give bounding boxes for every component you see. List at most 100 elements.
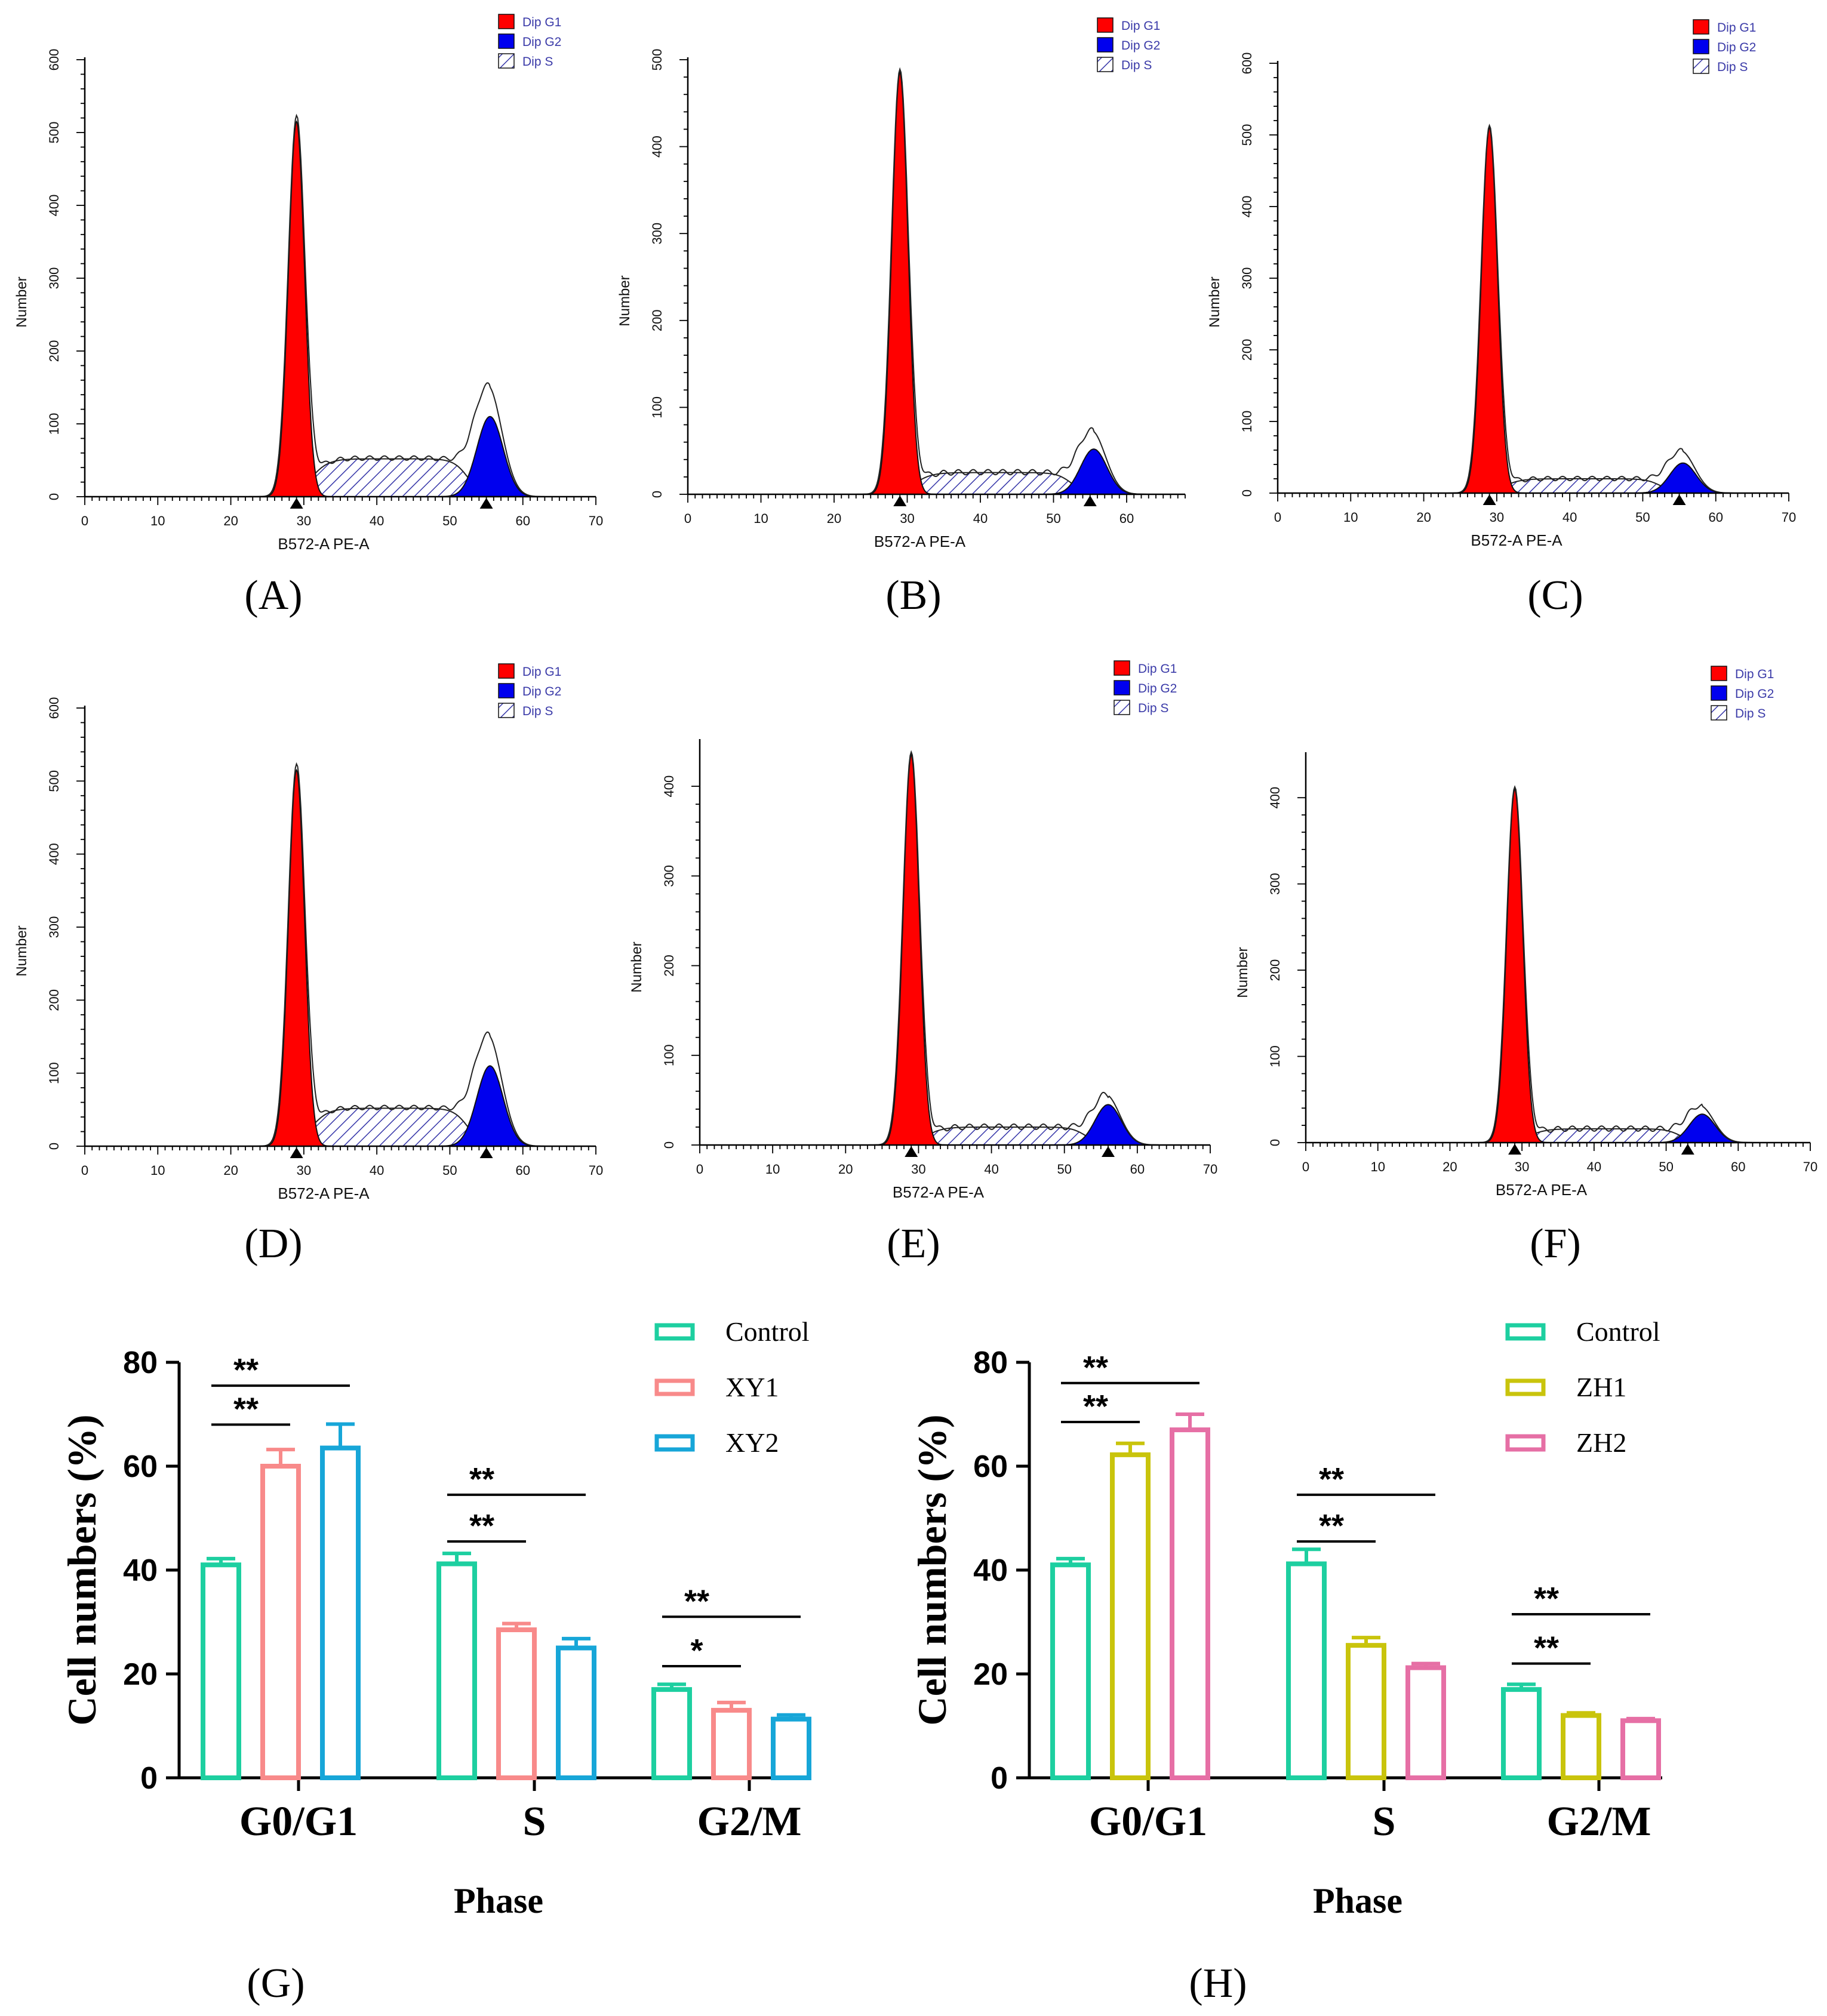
y-tick-label: 0 <box>1268 1139 1282 1146</box>
x-tick-label: 70 <box>1803 1159 1817 1174</box>
legend-label: Dip G1 <box>522 665 561 679</box>
legend-swatch <box>1711 666 1727 681</box>
x-tick-label: 20 <box>1442 1159 1457 1174</box>
peak-marker-triangle <box>479 1147 493 1158</box>
legend-label: Dip G1 <box>1138 662 1177 676</box>
legend-label: Dip G2 <box>1735 687 1774 701</box>
x-tick-label: 70 <box>1203 1162 1217 1177</box>
peak-marker-triangle <box>1508 1144 1522 1155</box>
legend-swatch <box>1693 19 1709 35</box>
bar-control <box>651 1687 692 1781</box>
peak-marker-triangle <box>1083 495 1097 506</box>
x-tick-label: 40 <box>984 1162 998 1177</box>
y-tick-label: 500 <box>47 122 61 144</box>
peak-marker-triangle <box>905 1146 918 1157</box>
bar-control <box>1501 1687 1542 1781</box>
y-tick-label: 20 <box>123 1657 158 1692</box>
y-tick-label: 600 <box>47 697 61 719</box>
legend-swatch <box>498 14 515 29</box>
x-tick-label: 20 <box>838 1162 853 1177</box>
y-tick-label: 0 <box>662 1141 676 1149</box>
bar-control <box>1286 1561 1327 1781</box>
x-tick-label: 70 <box>589 513 603 528</box>
x-axis-label: B572-A PE-A <box>893 1183 985 1201</box>
y-tick-label: 400 <box>1239 196 1254 218</box>
y-tick-label: 40 <box>123 1553 158 1588</box>
x-tick-label: 10 <box>1343 510 1358 525</box>
legend-swatch-xy1 <box>654 1378 695 1396</box>
histogram-panel-c: 0 10 20 30 40 50 60 70 0 100 200 300 400 500 600 B572-A… <box>1207 19 1796 618</box>
y-tick-label: 300 <box>1239 267 1254 290</box>
category-label: G0/G1 <box>1089 1799 1207 1845</box>
significance-stars: ** <box>469 1508 494 1544</box>
legend-label: Dip G2 <box>1138 682 1177 695</box>
x-axis-label: B572-A PE-A <box>1471 531 1563 549</box>
y-tick-label: 500 <box>47 770 61 792</box>
x-tick-label: 0 <box>696 1162 703 1177</box>
x-axis-label: B572-A PE-A <box>874 533 966 550</box>
x-tick-label: 50 <box>1046 511 1060 526</box>
panel-label-g: (G) <box>247 1960 304 2006</box>
legend-label: Dip S <box>1717 60 1748 74</box>
legend-swatch <box>1693 59 1709 74</box>
x-tick-label: 40 <box>973 511 988 526</box>
legend-swatch-zh1 <box>1505 1378 1546 1396</box>
panel-label-h: (H) <box>1189 1960 1247 2006</box>
g1-peak <box>856 71 943 495</box>
bar-control <box>436 1561 477 1781</box>
g2-peak <box>439 415 541 497</box>
panel-label-c: (C) <box>1527 573 1583 618</box>
x-tick-label: 0 <box>1302 1159 1309 1174</box>
x-axis-label: B572-A PE-A <box>278 1184 370 1202</box>
bar-zh2 <box>1405 1665 1446 1781</box>
g1-peak <box>1445 126 1533 494</box>
x-tick-label: 30 <box>1490 510 1504 525</box>
panel-label-b: (B) <box>885 573 941 618</box>
legend-label: XY2 <box>725 1427 779 1458</box>
legend-swatch-zh2 <box>1505 1434 1546 1452</box>
y-tick-label: 100 <box>1268 1045 1282 1067</box>
y-tick-label: 0 <box>1239 490 1254 497</box>
y-axis-label: Cell numbers (%) <box>59 1414 104 1725</box>
x-axis-label: B572-A PE-A <box>278 535 370 553</box>
y-tick-label: 100 <box>47 413 61 435</box>
legend: Dip G1 Dip G2 Dip S <box>1097 17 1160 72</box>
y-tick-label: 100 <box>47 1062 61 1084</box>
legend: Dip G1 Dip G2 Dip S <box>498 663 561 718</box>
y-tick-label: 80 <box>973 1346 1008 1380</box>
panel-label-a: (A) <box>244 573 302 618</box>
x-tick-label: 0 <box>684 511 691 526</box>
bar-zh2 <box>1620 1718 1661 1781</box>
y-tick-label: 40 <box>973 1553 1008 1588</box>
y-tick-label: 400 <box>1268 787 1282 809</box>
peak-marker-triangle <box>1672 494 1686 505</box>
x-tick-label: 10 <box>150 1163 165 1178</box>
data-envelope-line <box>845 750 1196 1146</box>
x-tick-label: 30 <box>900 511 914 526</box>
legend-label: Dip G1 <box>1121 19 1160 33</box>
x-tick-label: 70 <box>589 1163 603 1178</box>
legend: Dip G1 Dip G2 Dip S <box>498 14 561 69</box>
g1-peak <box>253 768 340 1147</box>
data-envelope-line <box>230 113 582 497</box>
x-tick-label: 0 <box>81 513 88 528</box>
legend-swatch <box>1711 705 1727 721</box>
x-tick-label: 10 <box>150 513 165 528</box>
y-axis-label: Number <box>1235 947 1251 998</box>
y-tick-label: 80 <box>123 1346 158 1380</box>
x-tick-label: 60 <box>1130 1162 1145 1177</box>
x-tick-label: 20 <box>223 513 238 528</box>
significance-stars: ** <box>1534 1630 1559 1666</box>
y-tick-label: 400 <box>662 775 676 798</box>
x-tick-label: 50 <box>1057 1162 1071 1177</box>
x-tick-label: 50 <box>1635 510 1650 525</box>
bar-zh1 <box>1346 1643 1386 1780</box>
legend-swatch <box>1114 700 1130 715</box>
legend-label: Dip S <box>522 704 553 718</box>
y-tick-label: 500 <box>650 49 665 71</box>
y-tick-label: 0 <box>47 493 61 500</box>
bar-zh1 <box>1561 1713 1601 1781</box>
data-envelope-line <box>230 762 582 1147</box>
x-axis-label: Phase <box>454 1881 543 1920</box>
